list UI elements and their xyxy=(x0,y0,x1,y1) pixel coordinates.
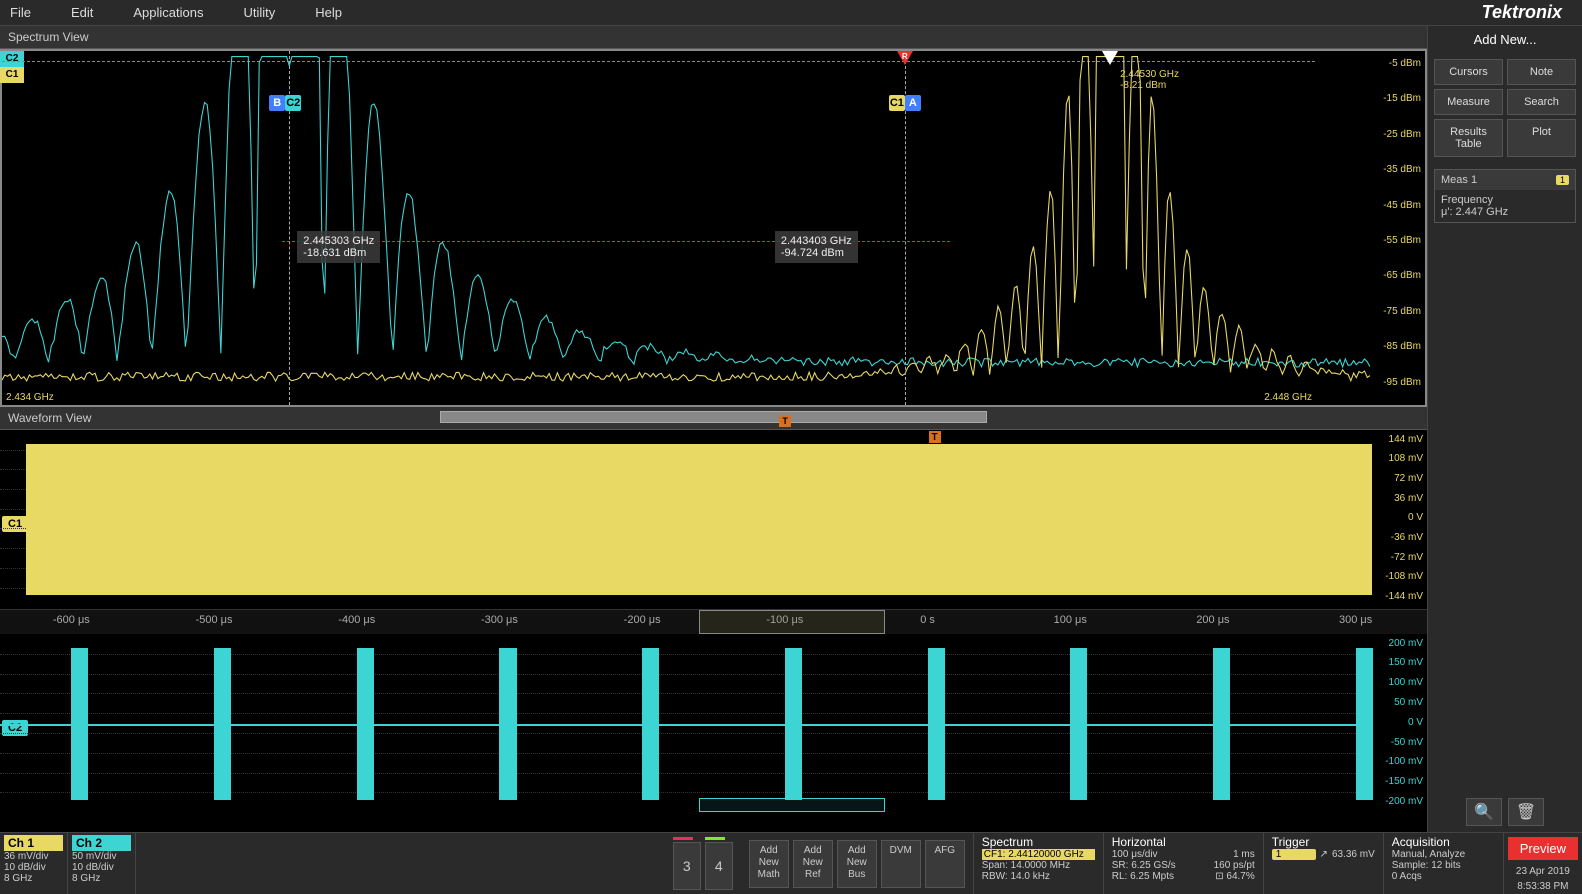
zoom-button[interactable]: 🔍 xyxy=(1466,798,1502,826)
time-display: 8:53:38 PM xyxy=(1515,879,1570,894)
timeline-track[interactable]: T xyxy=(440,415,987,419)
add-bus-button[interactable]: Add New Bus xyxy=(837,840,877,888)
ch3-button[interactable]: 3 xyxy=(673,842,701,890)
menu-applications[interactable]: Applications xyxy=(133,5,203,20)
add-math-button[interactable]: Add New Math xyxy=(749,840,789,888)
search-button[interactable]: Search xyxy=(1507,89,1576,115)
menu-help[interactable]: Help xyxy=(315,5,342,20)
spectrum-info-panel[interactable]: Spectrum CF1: 2.44120000 GHz Span: 14.00… xyxy=(973,833,1103,894)
horizontal-info-panel[interactable]: Horizontal 100 μs/div1 ms SR: 6.25 GS/s1… xyxy=(1103,833,1263,894)
cursors-button[interactable]: Cursors xyxy=(1434,59,1503,85)
trigger-info-panel[interactable]: Trigger 1 ↗ 63.36 mV xyxy=(1263,833,1383,894)
freq-stop: 2.448 GHz xyxy=(1264,392,1312,403)
ch1-panel[interactable]: Ch 1 36 mV/div 10 dB/div 8 GHz xyxy=(0,833,68,894)
acquisition-info-panel[interactable]: Acquisition Manual, Analyze Sample: 12 b… xyxy=(1383,833,1503,894)
menu-edit[interactable]: Edit xyxy=(71,5,93,20)
wf-t-marker[interactable]: T xyxy=(928,430,942,444)
zoom-icon: 🔍 xyxy=(1474,802,1494,822)
wf-c1-yaxis: 144 mV 108 mV 72 mV 36 mV 0 V -36 mV -72… xyxy=(1372,430,1427,609)
note-button[interactable]: Note xyxy=(1507,59,1576,85)
measurement-panel[interactable]: Meas 1 1 Frequency μ': 2.447 GHz xyxy=(1434,169,1576,223)
meas-value: μ': 2.447 GHz xyxy=(1441,206,1569,218)
timeline-t-marker[interactable]: T xyxy=(779,415,791,427)
cursor-a-badges: C1A xyxy=(889,93,921,111)
cursor-a-info: 2.443403 GHz -94.724 dBm xyxy=(775,231,858,263)
waveform-c2: C2 200 mV 150 mV 100 mV 50 mV 0 V -50 mV… xyxy=(0,634,1427,814)
cursor-b-badges: BC2 xyxy=(269,93,301,111)
white-marker[interactable] xyxy=(1102,51,1118,65)
results-table-button[interactable]: Results Table xyxy=(1434,119,1503,157)
sidebar: Add New... Cursors Note Measure Search R… xyxy=(1427,26,1582,832)
measure-button[interactable]: Measure xyxy=(1434,89,1503,115)
ch2-panel[interactable]: Ch 2 50 mV/div 10 dB/div 8 GHz xyxy=(68,833,136,894)
spectrum-view[interactable]: C2 C1N BC2 2 xyxy=(0,49,1427,407)
waveform-xaxis: -600 μs -500 μs -400 μs -300 μs -200 μs … xyxy=(0,610,1427,634)
bottombar: Ch 1 36 mV/div 10 dB/div 8 GHz Ch 2 50 m… xyxy=(0,832,1582,894)
menu-utility[interactable]: Utility xyxy=(243,5,275,20)
logo: Tektronix xyxy=(1482,2,1562,23)
waveform-c1: C1 T 144 mV 108 mV 72 mV 36 mV 0 V -36 m… xyxy=(0,430,1427,610)
trash-icon: 🗑 xyxy=(1516,802,1536,822)
preview-button[interactable]: Preview xyxy=(1508,837,1578,860)
c1-badge: C1 xyxy=(2,516,28,532)
nav-rect[interactable] xyxy=(699,798,885,812)
freq-start: 2.434 GHz xyxy=(6,392,54,403)
date-display: 23 Apr 2019 xyxy=(1514,864,1572,879)
menu-file[interactable]: File xyxy=(10,5,31,20)
dvm-button[interactable]: DVM xyxy=(881,840,921,888)
wf-c2-yaxis: 200 mV 150 mV 100 mV 50 mV 0 V -50 mV -1… xyxy=(1372,634,1427,814)
sidebar-title: Add New... xyxy=(1428,26,1582,53)
cursor-b-info: 2.445303 GHz -18.631 dBm xyxy=(297,231,380,263)
spectrum-view-header: Spectrum View xyxy=(0,26,1427,49)
waveform-view-header: Waveform View T xyxy=(0,407,1427,430)
waveform-view[interactable]: C1 T 144 mV 108 mV 72 mV 36 mV 0 V -36 m… xyxy=(0,430,1427,832)
spectrum-yaxis: -5 dBm -15 dBm -25 dBm -35 dBm -45 dBm -… xyxy=(1370,51,1425,405)
ch4-button[interactable]: 4 xyxy=(705,842,733,890)
peak-info: 2.44530 GHz -8.21 dBm xyxy=(1120,69,1179,91)
meas-title: Meas 1 xyxy=(1441,174,1477,186)
afg-button[interactable]: AFG xyxy=(925,840,965,888)
delete-button[interactable]: 🗑 xyxy=(1508,798,1544,826)
plot-button[interactable]: Plot xyxy=(1507,119,1576,157)
meas-name: Frequency xyxy=(1441,194,1569,206)
spectrum-traces xyxy=(2,51,1370,405)
menubar: File Edit Applications Utility Help Tekt… xyxy=(0,0,1582,26)
meas-ch-badge: 1 xyxy=(1556,175,1569,185)
add-ref-button[interactable]: Add New Ref xyxy=(793,840,833,888)
